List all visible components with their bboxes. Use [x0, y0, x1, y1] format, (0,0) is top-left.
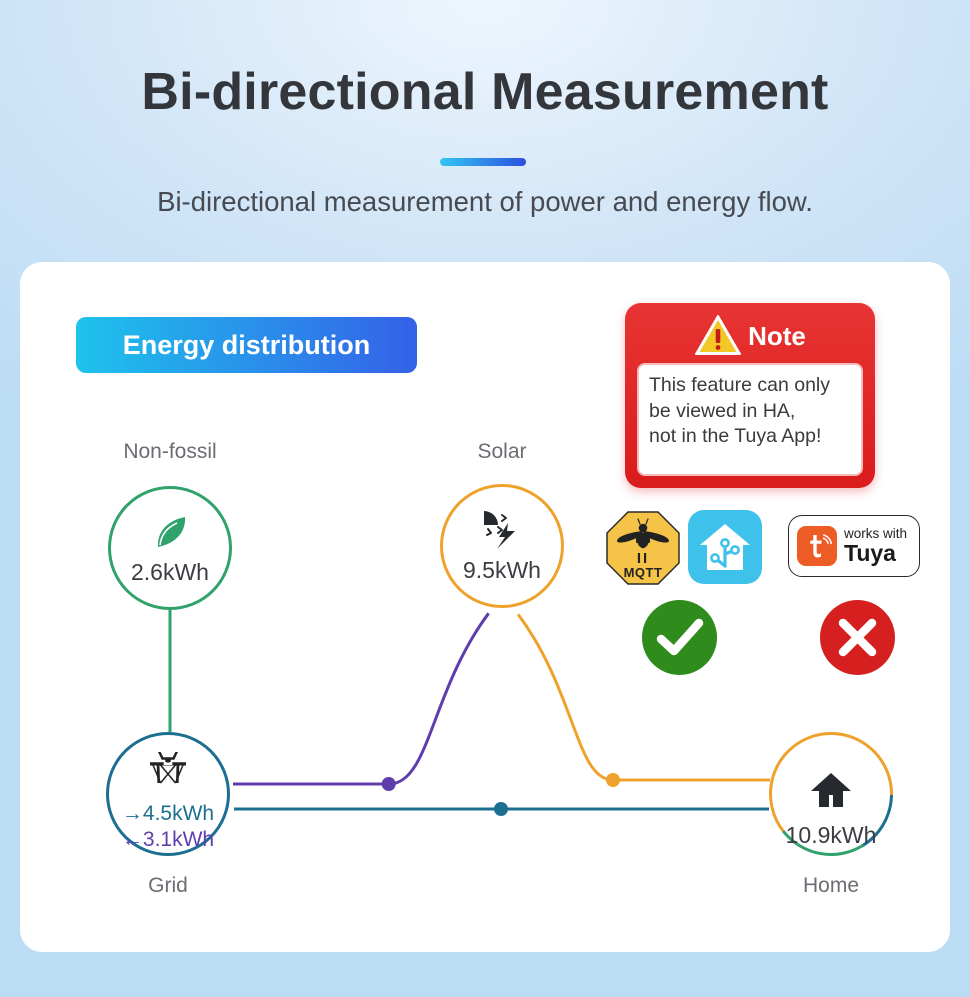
svg-text:MQTT: MQTT [624, 565, 663, 580]
